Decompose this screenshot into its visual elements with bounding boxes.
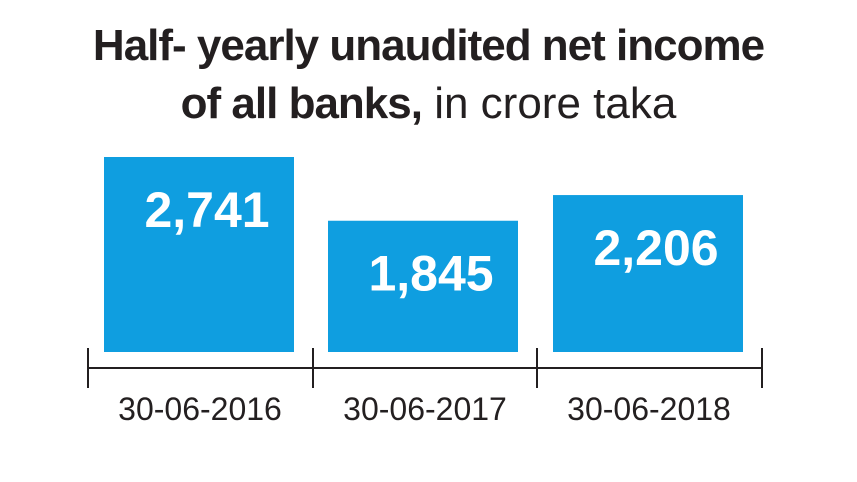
chart-title-line2: of all banks, in crore taka (0, 82, 857, 126)
x-tick-label: 30-06-2018 (567, 391, 731, 427)
bar-30-06-2016 (104, 157, 294, 352)
chart-subtitle: in crore taka (421, 79, 677, 128)
x-tick-label: 30-06-2017 (343, 391, 507, 427)
value-label: 2,741 (144, 182, 269, 238)
bar-30-06-2017 (328, 220, 518, 352)
value-label: 2,206 (593, 220, 718, 276)
chart-title-bold: of all banks, (180, 79, 423, 128)
chart-title-line1: Half- yearly unaudited net income (92, 21, 765, 70)
bar-30-06-2018 (553, 195, 743, 352)
x-tick-label: 30-06-2016 (118, 391, 282, 427)
value-label: 1,845 (368, 246, 493, 302)
